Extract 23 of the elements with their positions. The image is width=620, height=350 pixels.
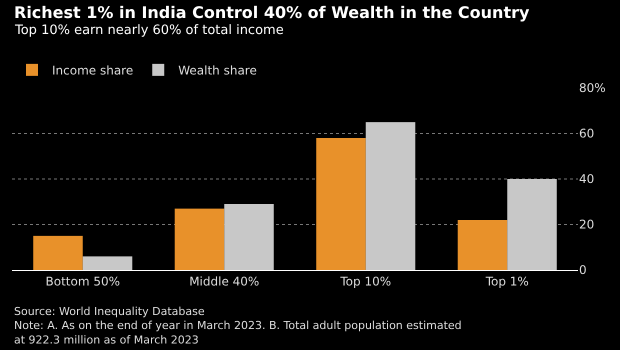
chart-subtitle: Top 10% earn nearly 60% of total income — [14, 23, 284, 38]
x-tick-label: Top 10% — [339, 274, 392, 288]
legend-label: Wealth share — [178, 64, 257, 78]
y-tick-label: 20 — [579, 218, 594, 232]
bar — [507, 179, 557, 270]
chart-title: Richest 1% in India Control 40% of Wealth in the Country — [14, 3, 530, 22]
bar — [458, 220, 508, 270]
bar — [82, 256, 132, 270]
bar — [33, 236, 83, 270]
x-tick-label: Middle 40% — [189, 274, 260, 288]
x-tick-label: Top 1% — [484, 274, 529, 288]
legend-label: Income share — [52, 64, 134, 78]
y-tick-label: 80% — [579, 81, 606, 96]
x-tick-label: Bottom 50% — [45, 274, 120, 288]
y-tick-label: 40 — [579, 172, 594, 186]
bar — [224, 204, 274, 270]
text: Note: A. As on the end of year in March 2023. B. Total adult population estimated at 922.3 million as of March 2023 — [14, 319, 462, 346]
bar — [366, 122, 416, 270]
source-note: Source: World Inequality Database — [14, 305, 205, 318]
y-tick-label: 0 — [579, 263, 587, 278]
bar — [316, 138, 366, 270]
y-tick-label: 60 — [579, 126, 594, 141]
bar — [174, 208, 224, 270]
